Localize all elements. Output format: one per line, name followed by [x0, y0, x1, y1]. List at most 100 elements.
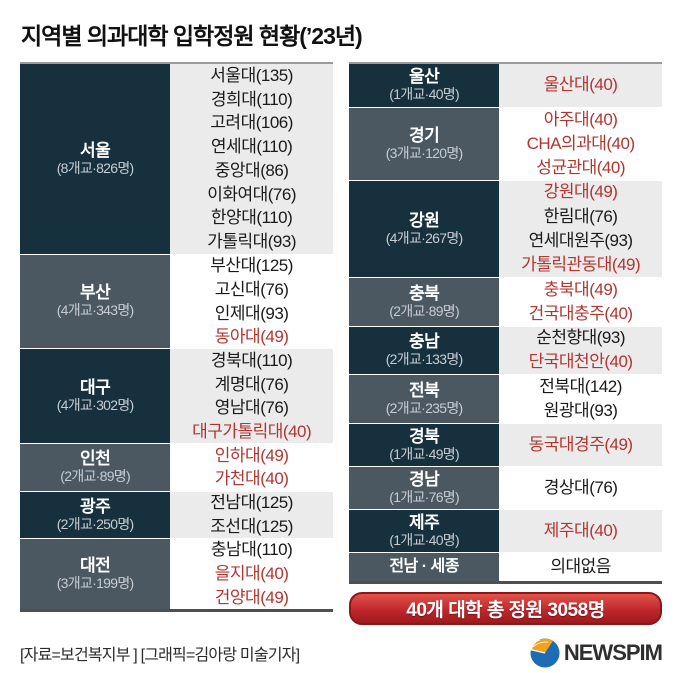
newspim-logo: NEWSPIM	[530, 638, 663, 668]
university-item: 단국대천안(40)	[528, 352, 633, 372]
region-section: 경남 (1개교·76명) 경상대(76)	[349, 465, 662, 509]
footer: [자료=보건복지부 ] [그래픽=김아랑 미술기자] NEWSPIM	[0, 625, 680, 668]
university-list: 순천향대(93) 단국대천안(40)	[499, 326, 662, 375]
region-name: 대구	[79, 378, 111, 398]
region-name: 대전	[79, 555, 111, 575]
university-item: 순천향대(93)	[536, 328, 625, 348]
region-section: 경기 (3개교·120명) 아주대(40) CHA의과대(40) 성균관대(40)	[349, 107, 662, 180]
university-item: 원광대(93)	[543, 401, 618, 421]
university-item: 한림대(76)	[543, 206, 618, 226]
region-section: 제주 (1개교·40명) 제주대(40)	[349, 508, 662, 552]
region-section: 충북 (2개교·89명) 충북대(49) 건국대충주(40)	[349, 277, 662, 326]
region-count: (2개교·235명)	[385, 399, 463, 416]
university-item: 대구가톨릭대(40)	[192, 422, 312, 441]
university-item: 제주대(40)	[543, 520, 618, 540]
region-name: 경기	[408, 125, 440, 145]
page-title: 지역별 의과대학 입학정원 현황(’23년)	[21, 23, 363, 49]
source-credits: [자료=보건복지부 ] [그래픽=김아랑 미술기자]	[20, 646, 300, 664]
university-item: 계명대(76)	[214, 374, 289, 394]
university-item: 경상대(76)	[543, 477, 618, 497]
university-list: 충남대(110) 을지대(40) 건양대(49)	[170, 538, 333, 610]
university-item: 고려대(106)	[210, 113, 293, 133]
university-list: 인하대(49) 가천대(40)	[170, 444, 333, 491]
region-section: 충남 (2개교·133명) 순천향대(93) 단국대천안(40)	[349, 325, 662, 375]
region-section: 부산 (4개교·343명) 부산대(125) 고신대(76) 인제대(93) 동아대(49…	[20, 253, 333, 349]
university-list: 아주대(40) CHA의과대(40) 성균관대(40)	[499, 108, 662, 180]
university-list: 동국대경주(49)	[499, 423, 662, 466]
region-name: 전북	[408, 380, 440, 400]
university-item: 영남대(76)	[214, 398, 289, 418]
region-header: 인천 (2개교·89명)	[20, 444, 171, 491]
university-item: 인제대(93)	[214, 303, 289, 323]
university-list: 경상대(76)	[499, 466, 662, 509]
tables-area: 서울 (8개교·826명) 서울대(135) 경희대(110) 고려대(106) 연세대(…	[0, 62, 680, 625]
university-list: 부산대(125) 고신대(76) 인제대(93) 동아대(49)	[170, 254, 333, 349]
region-count: (2개교·89명)	[389, 302, 459, 319]
region-name: 경남	[408, 469, 440, 489]
university-item: 경희대(110)	[210, 89, 293, 109]
university-list: 충북대(49) 건국대충주(40)	[499, 278, 662, 326]
region-name: 전남 · 세종	[389, 557, 459, 575]
region-count: (4개교·302명)	[56, 397, 134, 414]
university-item: CHA의과대(40)	[526, 133, 636, 153]
region-header: 강원 (4개교·267명)	[349, 180, 500, 278]
region-count: (1개교·76명)	[389, 488, 459, 505]
region-section: 광주 (2개교·250명) 전남대(125) 조선대(125)	[20, 490, 333, 538]
university-item: 가톨릭관동대(49)	[521, 255, 641, 275]
university-item: 서울대(135)	[210, 65, 293, 85]
region-name: 광주	[79, 496, 111, 516]
region-header: 경기 (3개교·120명)	[349, 108, 500, 180]
region-count: (3개교·120명)	[385, 144, 463, 161]
university-list: 강원대(49) 한림대(76) 연세대원주(93) 가톨릭관동대(49)	[499, 180, 662, 278]
university-item: 전남대(125)	[210, 493, 293, 513]
region-count: (2개교·250명)	[56, 515, 134, 532]
region-header: 충남 (2개교·133명)	[349, 326, 500, 375]
region-name: 제주	[408, 512, 440, 532]
region-count: (4개교·267명)	[385, 229, 463, 246]
region-count: (4개교·343명)	[56, 302, 134, 319]
university-item: 성균관대(40)	[536, 158, 625, 178]
region-name: 경북	[408, 426, 440, 446]
region-name: 서울	[79, 140, 111, 160]
university-item: 가천대(40)	[214, 469, 289, 489]
university-item: 부산대(125)	[210, 256, 293, 276]
region-section: 울산 (1개교·40명) 울산대(40)	[349, 64, 662, 107]
newspim-logo-text: NEWSPIM	[563, 639, 663, 665]
region-section: 대구 (4개교·302명) 경북대(110) 계명대(76) 영남대(76) 대구가톨릭대…	[20, 348, 333, 444]
region-count: (1개교·40명)	[389, 86, 459, 103]
university-item: 경북대(110)	[210, 350, 293, 370]
newspim-logo-icon	[530, 638, 560, 668]
university-item: 건양대(49)	[214, 587, 289, 607]
university-item: 강원대(49)	[543, 182, 618, 202]
region-section: 전북 (2개교·235명) 전북대(142) 원광대(93)	[349, 374, 662, 423]
region-header: 경남 (1개교·76명)	[349, 466, 500, 509]
region-count: (3개교·199명)	[56, 574, 134, 591]
university-item: 가톨릭대(93)	[207, 231, 296, 251]
university-item: 충남대(110)	[210, 540, 293, 560]
region-header: 전남 · 세종	[349, 552, 500, 581]
university-item: 건국대충주(40)	[528, 303, 633, 323]
university-list: 경북대(110) 계명대(76) 영남대(76) 대구가톨릭대(40)	[170, 349, 333, 444]
university-item: 전북대(142)	[539, 376, 622, 396]
region-section: 전남 · 세종 의대없음	[349, 551, 662, 581]
university-list: 전북대(142) 원광대(93)	[499, 375, 662, 423]
university-item: 울산대(40)	[543, 75, 618, 95]
university-item: 동국대경주(49)	[528, 434, 633, 454]
region-name: 강원	[408, 210, 440, 230]
region-section: 대전 (3개교·199명) 충남대(110) 을지대(40) 건양대(49)	[20, 537, 333, 610]
region-header: 경북 (1개교·49명)	[349, 423, 500, 466]
university-item: 의대없음	[550, 556, 611, 576]
university-item: 아주대(40)	[543, 109, 618, 129]
university-item: 이화여대(76)	[207, 184, 296, 204]
region-header: 광주 (2개교·250명)	[20, 491, 171, 538]
region-name: 충남	[408, 332, 440, 352]
region-section: 경북 (1개교·49명) 동국대경주(49)	[349, 422, 662, 466]
right-region-table: 울산 (1개교·40명) 울산대(40) 경기 (3개교·120명) 아주대(40) CHA…	[349, 62, 662, 584]
region-count: (1개교·49명)	[389, 445, 459, 462]
university-list: 제주대(40)	[499, 509, 662, 552]
region-count: (1개교·40명)	[389, 531, 459, 548]
university-item: 인하대(49)	[214, 445, 289, 465]
region-name: 인천	[79, 449, 111, 469]
region-name: 울산	[408, 67, 440, 87]
region-header: 대전 (3개교·199명)	[20, 538, 171, 610]
